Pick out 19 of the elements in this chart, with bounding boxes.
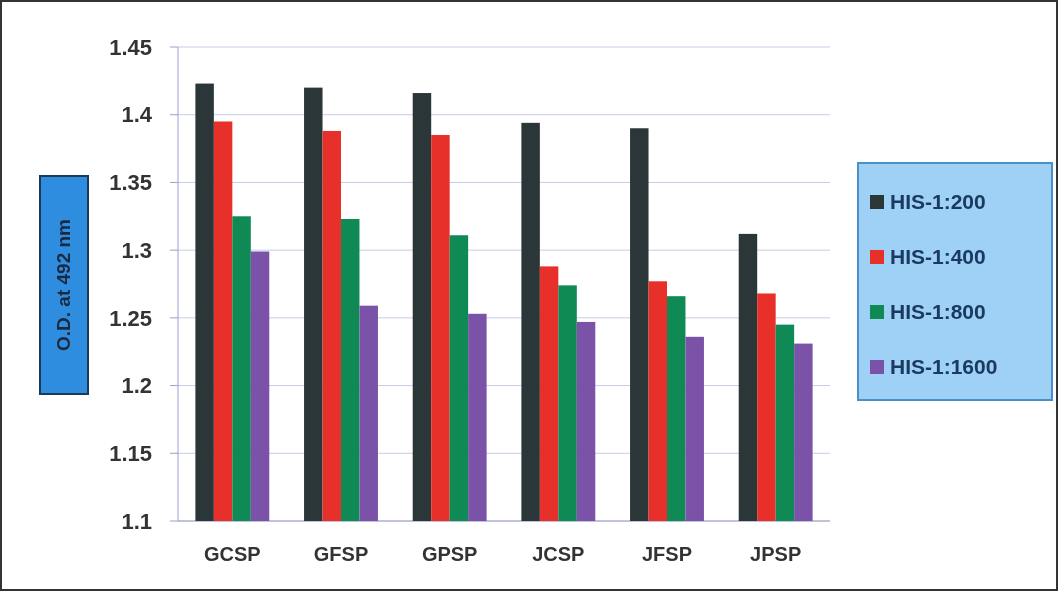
- legend-label: HIS-1:400: [890, 245, 986, 269]
- legend-label: HIS-1:800: [890, 300, 986, 324]
- y-tick-label: 1.15: [109, 440, 152, 466]
- y-tick-label: 1.45: [109, 34, 152, 60]
- y-tick-label: 1.3: [121, 237, 152, 263]
- x-tick-label: JFSP: [641, 543, 693, 565]
- y-axis-title: O.D. at 492 nm: [53, 219, 74, 351]
- y-tick-label: 1.1: [121, 508, 152, 534]
- x-tick-label: GCSP: [203, 543, 261, 565]
- y-tick-label: 1.35: [109, 170, 152, 196]
- y-tick-label: 1.25: [109, 305, 152, 331]
- y-tick-label: 1.2: [121, 373, 152, 399]
- legend-label: HIS-1:1600: [890, 355, 998, 379]
- x-tick-label: GPSP: [421, 543, 478, 565]
- x-tick-label: JCSP: [532, 543, 585, 565]
- x-tick-label: JPSP: [750, 543, 802, 565]
- legend-label: HIS-1:200: [890, 190, 986, 214]
- y-tick-label: 1.4: [121, 102, 153, 128]
- x-tick-label: GFSP: [313, 543, 369, 565]
